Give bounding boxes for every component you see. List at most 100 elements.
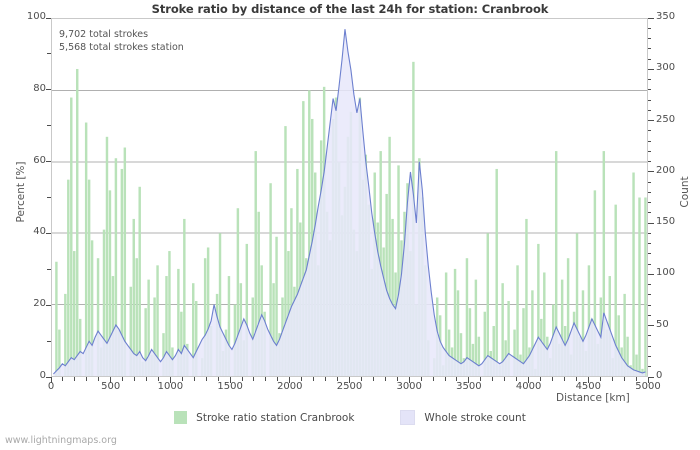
legend-label-stroke-ratio: Stroke ratio station Cranbrook	[196, 411, 355, 424]
x-minor-tickmark	[492, 377, 494, 381]
x-minor-tickmark	[456, 377, 458, 381]
y-right-minor-tickmark	[648, 140, 651, 142]
x-minor-tickmark	[181, 377, 183, 381]
x-tick-500: 500	[101, 381, 121, 392]
x-minor-tickmark	[253, 377, 255, 381]
x-minor-tickmark	[217, 377, 219, 381]
x-minor-tickmark	[372, 377, 374, 381]
y-left-minor-tickmark	[47, 268, 51, 270]
x-minor-tickmark	[98, 377, 100, 381]
x-tick-0: 0	[47, 381, 55, 392]
x-minor-tickmark	[360, 377, 362, 381]
x-tickmark	[528, 377, 530, 383]
y-right-minor-tickmark	[648, 109, 651, 111]
y-left-minor-tickmark	[47, 340, 51, 342]
legend-swatch-lavender	[400, 410, 416, 425]
x-minor-tickmark	[193, 377, 195, 381]
chart-title: Stroke ratio by distance of the last 24h…	[151, 2, 549, 16]
y-left-tickmark	[46, 376, 51, 378]
x-tickmark	[169, 377, 171, 383]
x-tickmark	[229, 377, 231, 383]
x-tickmark	[408, 377, 410, 383]
y-right-minor-tickmark	[648, 335, 651, 337]
x-tick-5000: 5000	[635, 381, 661, 392]
y-right-tickmark	[648, 273, 654, 275]
x-tickmark	[468, 377, 470, 383]
y-right-tick-100: 100	[656, 267, 676, 279]
x-minor-tickmark	[575, 377, 577, 381]
y-right-minor-tickmark	[648, 161, 651, 163]
x-tickmark	[587, 377, 589, 383]
y-right-minor-tickmark	[648, 253, 651, 255]
x-minor-tickmark	[444, 377, 446, 381]
y-right-minor-tickmark	[648, 89, 651, 91]
y-right-minor-tickmark	[648, 79, 651, 81]
y-left-minor-tickmark	[47, 125, 51, 127]
y-right-minor-tickmark	[648, 27, 651, 29]
x-tick-2000: 2000	[277, 381, 303, 392]
y-left-tick-60: 60	[33, 154, 46, 166]
x-minor-tickmark	[134, 377, 136, 381]
y-right-tickmark	[648, 17, 654, 19]
y-right-tick-50: 50	[656, 318, 669, 330]
y-right-tick-300: 300	[656, 62, 676, 74]
legend-item-stroke-ratio: Stroke ratio station Cranbrook	[174, 411, 354, 424]
y-right-tick-250: 250	[656, 113, 676, 125]
y-right-minor-tickmark	[648, 243, 651, 245]
x-minor-tickmark	[623, 377, 625, 381]
x-minor-tickmark	[540, 377, 542, 381]
y-right-minor-tickmark	[648, 366, 651, 368]
y-right-tick-150: 150	[656, 216, 676, 228]
y-right-tickmark	[648, 376, 654, 378]
y-right-minor-tickmark	[648, 150, 651, 152]
x-tick-2500: 2500	[336, 381, 363, 392]
y-right-minor-tickmark	[648, 181, 651, 183]
legend-label-whole-stroke-count: Whole stroke count	[424, 411, 526, 424]
y-left-tick-100: 100	[26, 11, 46, 22]
y-right-tickmark	[648, 222, 654, 224]
y-right-minor-tickmark	[648, 263, 651, 265]
y-right-minor-tickmark	[648, 202, 651, 204]
x-minor-tickmark	[265, 377, 267, 381]
y-left-minor-tickmark	[47, 197, 51, 198]
x-minor-tickmark	[86, 377, 88, 381]
y-right-tick-350: 350	[656, 11, 676, 22]
y-right-minor-tickmark	[648, 355, 651, 357]
x-minor-tickmark	[313, 377, 315, 381]
y-right-minor-tickmark	[648, 232, 651, 234]
x-tick-3000: 3000	[396, 381, 422, 392]
x-minor-tickmark	[599, 377, 601, 381]
y-right-minor-tickmark	[648, 314, 651, 316]
x-tick-1000: 1000	[157, 381, 184, 392]
footer-watermark: www.lightningmaps.org	[5, 435, 117, 446]
x-minor-tickmark	[146, 377, 148, 381]
x-minor-tickmark	[122, 377, 124, 381]
y-right-minor-tickmark	[648, 345, 651, 347]
x-tickmark	[647, 377, 649, 383]
chart-legend: Stroke ratio station Cranbrook Whole str…	[0, 410, 700, 425]
y-right-tickmark	[648, 120, 654, 122]
y-left-tickmark	[46, 304, 51, 306]
x-tick-4000: 4000	[515, 381, 542, 392]
x-minor-tickmark	[325, 377, 327, 381]
y-left-tick-80: 80	[33, 82, 46, 94]
y-right-minor-tickmark	[648, 191, 651, 193]
x-minor-tickmark	[157, 377, 159, 381]
annotation-total-strokes-station: 5,568 total strokes station	[59, 42, 184, 53]
y-right-minor-tickmark	[648, 48, 651, 50]
x-tick-3500: 3500	[456, 381, 482, 392]
x-minor-tickmark	[516, 377, 518, 381]
x-minor-tickmark	[384, 377, 386, 381]
legend-swatch-green	[174, 411, 188, 424]
x-minor-tickmark	[611, 377, 613, 381]
y-left-tick-0: 0	[39, 370, 46, 381]
y-right-tickmark	[648, 68, 654, 70]
plot-svg	[52, 29, 647, 376]
x-tickmark	[50, 377, 52, 383]
x-tick-4500: 4500	[575, 381, 602, 392]
legend-item-whole-stroke-count: Whole stroke count	[400, 410, 526, 425]
x-minor-tickmark	[420, 377, 422, 381]
y-left-minor-tickmark	[47, 53, 51, 55]
x-minor-tickmark	[301, 377, 303, 381]
x-minor-tickmark	[396, 377, 398, 381]
